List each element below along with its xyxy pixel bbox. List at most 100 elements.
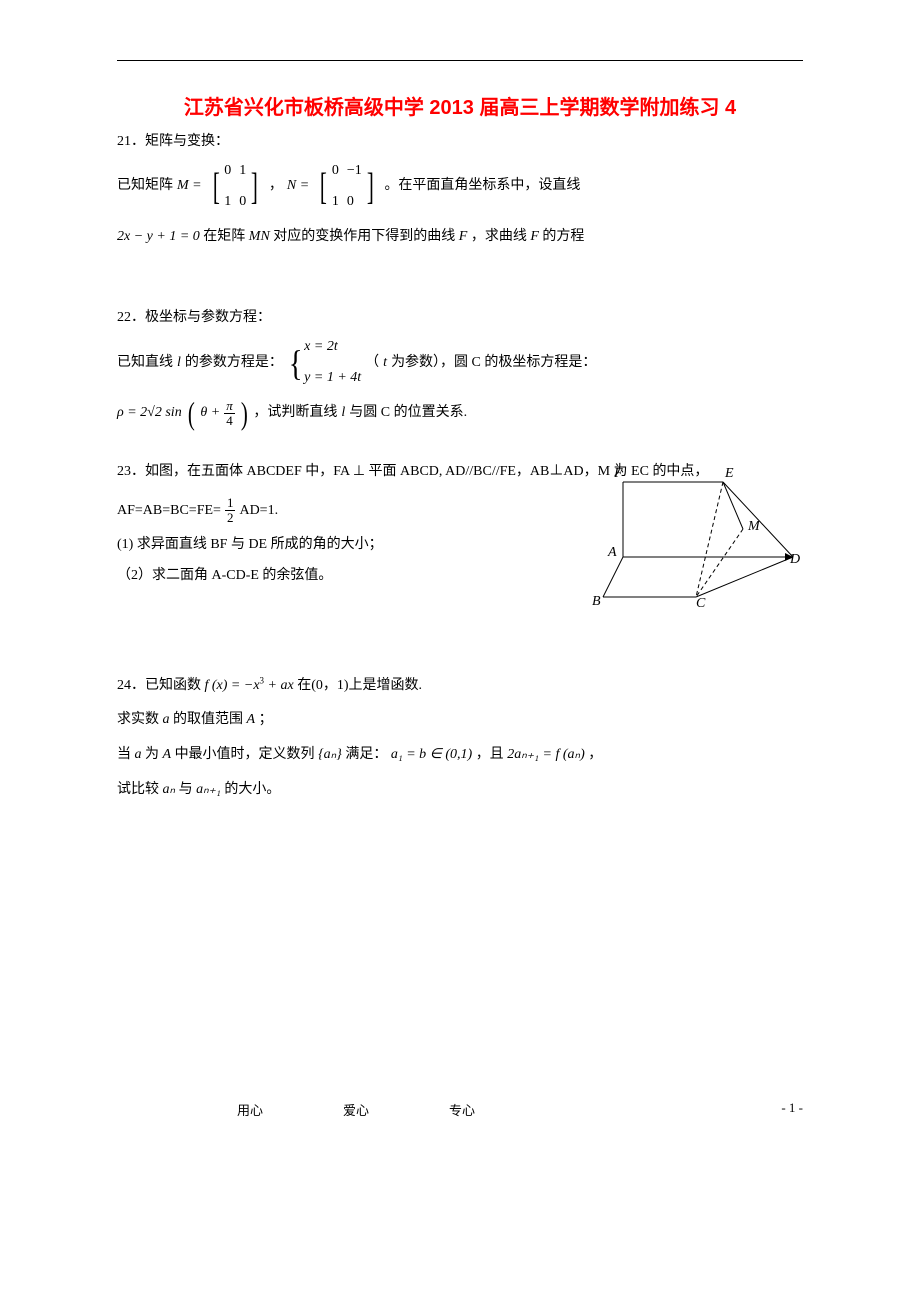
half-num: 1 xyxy=(225,496,236,511)
lbl-E: E xyxy=(725,466,734,482)
q22-param-system: { x = 2t y = 1 + 4t xyxy=(287,332,361,394)
footer-w2: 爱心 xyxy=(343,1100,369,1119)
q24-cond2: 2aₙ₊₁ = f (aₙ) xyxy=(507,747,585,762)
q24-line4: 试比较 aₙ 与 aₙ₊₁ 的大小。 xyxy=(117,775,803,806)
q22-mid1: 的参数方程是： xyxy=(185,348,283,379)
q21-F1: F xyxy=(459,229,468,244)
q24-ax: + ax xyxy=(264,678,294,693)
q21-F2: F xyxy=(530,229,539,244)
q23-sub2: （2）求二面角 A-CD-E 的余弦值。 xyxy=(117,565,568,586)
lbl-D: D xyxy=(790,552,800,568)
bracket-right-icon: ] xyxy=(251,168,258,206)
q22-rho: ρ = 2√2 sin xyxy=(117,398,182,429)
paren-right-icon: ) xyxy=(241,398,248,428)
q21-eq: 2x − y + 1 = 0 xyxy=(117,229,200,244)
q21-mid-c: ，求曲线 xyxy=(471,229,527,244)
q24-l4a: 试比较 xyxy=(117,782,159,797)
lbl-B: B xyxy=(592,594,601,610)
q21-pre: 已知矩阵 xyxy=(117,171,173,202)
q24-line3: 当 a 为 A 中最小值时，定义数列 {aₙ} 满足： a₁ = b ∈ (0,… xyxy=(117,740,803,771)
q24-l2b: 的取值范围 xyxy=(173,712,243,727)
four-den: 4 xyxy=(224,414,235,428)
half-den: 2 xyxy=(225,511,236,525)
q21-matrix-N: [ 0 −1 1 0 ] xyxy=(317,156,376,218)
q22-head: 22．极坐标与参数方程： xyxy=(117,306,803,326)
q21-mid-b: 对应的变换作用下得到的曲线 xyxy=(273,229,455,244)
q24-comma2: ，且 xyxy=(476,747,504,762)
lbl-M: M xyxy=(748,519,760,535)
q21-line1: 已知矩阵 M = [ 0 1 1 0 ] ， N = [ 0 −1 1 0 ] … xyxy=(117,156,803,218)
q24-cond1: a₁ = b ∈ (0,1) xyxy=(391,747,472,762)
n00: 0 xyxy=(332,156,339,187)
q24-line1: 24．已知函数 f (x) = −x3 + ax 在(0，1)上是增函数. xyxy=(117,671,803,702)
m11: 0 xyxy=(239,187,246,218)
q23-line2: AF=AB=BC=FE= 1 2 AD=1. xyxy=(117,496,568,527)
brace-left-icon: { xyxy=(289,347,303,379)
q22-mid2: 为参数），圆 C 的极坐标方程是： xyxy=(391,348,596,379)
q21-N-label: N = xyxy=(287,171,309,202)
q21-comma: ， xyxy=(269,171,283,202)
q22-theta: θ + xyxy=(200,398,220,429)
q21-line2: 2x − y + 1 = 0 在矩阵 MN 对应的变换作用下得到的曲线 F ，求… xyxy=(117,222,803,253)
n11: 0 xyxy=(347,187,362,218)
q22-pi-over-4: π 4 xyxy=(224,399,235,429)
q22-tail-a: ，试判断直线 xyxy=(253,398,337,429)
q23-figure: F E M A D B C xyxy=(578,462,803,627)
q24-fx: f (x) = −x xyxy=(205,678,260,693)
page-footer: 用心 爱心 专心 - 1 - xyxy=(0,1100,920,1149)
q24-a2: a xyxy=(135,747,142,762)
q24-A2: A xyxy=(163,747,172,762)
q24-tailcomma: ， xyxy=(588,747,602,762)
n01: −1 xyxy=(347,156,362,187)
q24-A: A xyxy=(247,712,256,727)
page-number: - 1 - xyxy=(781,1100,803,1119)
q24-head-b: 在(0，1)上是增函数. xyxy=(297,678,422,693)
lbl-A: A xyxy=(608,545,617,561)
m01: 1 xyxy=(239,156,246,187)
top-rule xyxy=(117,60,803,61)
q21-post: 。在平面直角坐标系中，设直线 xyxy=(384,171,580,202)
document-title: 江苏省兴化市板桥高级中学 2013 届高三上学期数学附加练习 4 xyxy=(117,91,803,120)
param-row1: x = 2t xyxy=(304,332,361,363)
q24-and: 与 xyxy=(179,782,193,797)
q24-semi: ； xyxy=(259,712,273,727)
q24-an: aₙ xyxy=(163,782,176,797)
pi-num: π xyxy=(224,399,235,414)
q21-head: 21．矩阵与变换： xyxy=(117,130,803,150)
q22-tail-b: 与圆 C 的位置关系. xyxy=(349,398,467,429)
q22-l2: l xyxy=(341,398,345,429)
m00: 0 xyxy=(224,156,231,187)
q23-half: 1 2 xyxy=(225,496,236,526)
q23-line2b: AD=1. xyxy=(239,496,278,527)
q21-mn: MN xyxy=(249,229,270,244)
q21-matrix-M: [ 0 1 1 0 ] xyxy=(210,156,261,218)
q24-l3b: 为 xyxy=(145,747,159,762)
footer-w1: 用心 xyxy=(237,1100,263,1119)
lbl-F: F xyxy=(614,466,623,482)
q24-line2: 求实数 a 的取值范围 A ； xyxy=(117,705,803,736)
q24-l3d: 满足： xyxy=(345,747,387,762)
q22-line1: 已知直线 l 的参数方程是： { x = 2t y = 1 + 4t （ t 为… xyxy=(117,332,803,394)
q23-sub1: (1) 求异面直线 BF 与 DE 所成的角的大小； xyxy=(117,530,568,561)
q22-t: t xyxy=(383,348,387,379)
q23-line2a: AF=AB=BC=FE= xyxy=(117,496,221,527)
paren-left-icon: ( xyxy=(188,398,195,428)
lbl-C: C xyxy=(696,596,705,612)
param-row2: y = 1 + 4t xyxy=(304,363,361,394)
q21-M-label: M = xyxy=(177,171,202,202)
q22-line2: ρ = 2√2 sin ( θ + π 4 ) ，试判断直线 l 与圆 C 的位… xyxy=(117,398,803,429)
q24-a: a xyxy=(163,712,170,727)
bracket-left-icon: [ xyxy=(212,168,219,206)
q24-l3c: 中最小值时，定义数列 xyxy=(175,747,315,762)
q24-l2a: 求实数 xyxy=(117,712,159,727)
bracket-right-icon: ] xyxy=(367,168,374,206)
q22-pre: 已知直线 xyxy=(117,348,173,379)
q24-l4b: 的大小。 xyxy=(224,782,280,797)
q24-an1: aₙ₊₁ xyxy=(196,782,221,797)
q22-paren-l: （ xyxy=(365,348,379,379)
footer-w3: 专心 xyxy=(449,1100,475,1119)
q24-l3a: 当 xyxy=(117,747,131,762)
m10: 1 xyxy=(224,187,231,218)
q22-l1: l xyxy=(177,348,181,379)
n10: 1 xyxy=(332,187,339,218)
